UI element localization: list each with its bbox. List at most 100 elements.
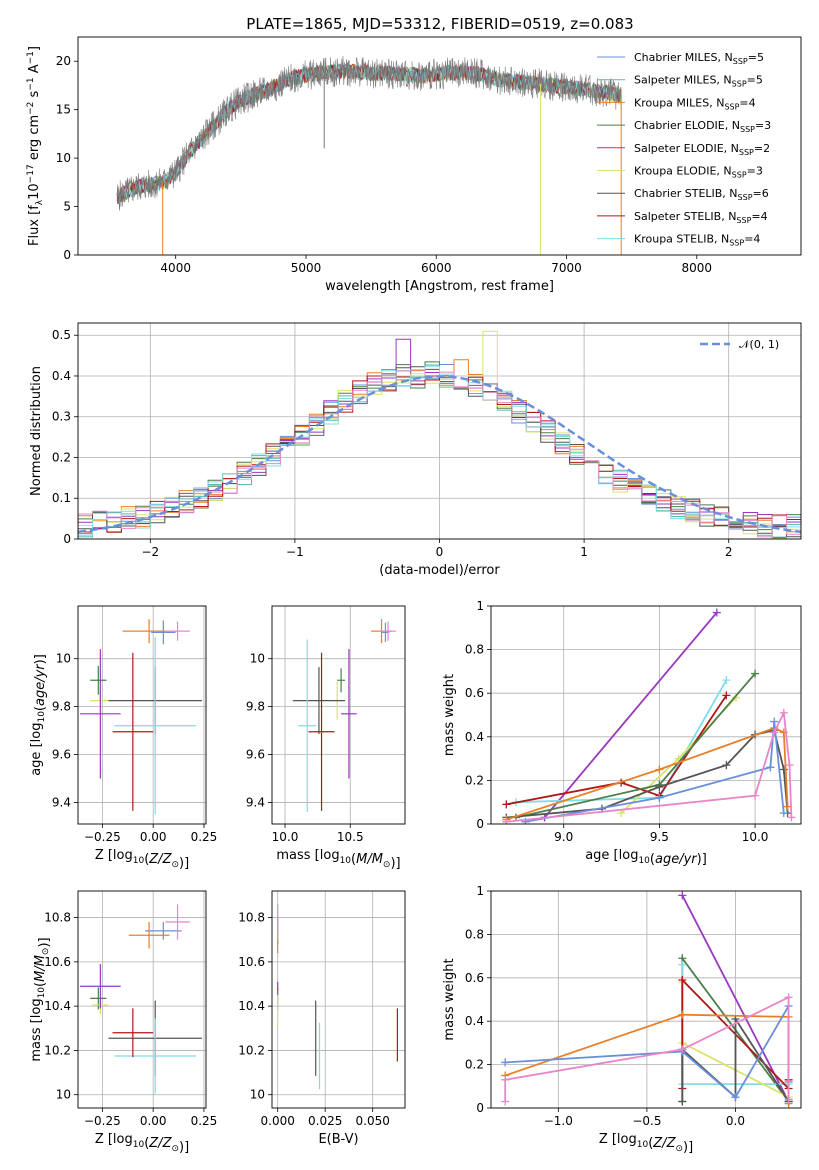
y-tick-label: 0.2 <box>52 450 71 464</box>
label-part: age [log <box>29 723 44 776</box>
legend-entry: 𝒩(0, 1) <box>739 338 779 351</box>
weight-marker <box>501 1097 510 1106</box>
weight-marker <box>678 891 687 900</box>
label-part: ( <box>648 1136 653 1151</box>
label-part: =3 <box>755 119 771 132</box>
y-axis-label: Normed distribution <box>29 366 44 496</box>
weight-marker <box>766 763 775 772</box>
gaussian-curve <box>78 375 801 534</box>
errorbar-point <box>292 667 346 735</box>
x-tick-label: 0.25 <box>191 830 218 844</box>
label-part: ⊙ <box>171 1144 179 1154</box>
label-part: =2 <box>754 142 770 155</box>
weight-marker <box>779 809 788 818</box>
x-tick-label: 9.5 <box>650 830 669 844</box>
legend-entry: Chabrier ELODIE, NSSP=3 <box>634 119 771 134</box>
weight-marker <box>678 1097 687 1106</box>
label-part: ⊙ <box>675 1144 683 1154</box>
label-part: Chabrier MILES, N <box>634 51 733 64</box>
errorbar-point <box>112 652 154 811</box>
label-part: ( <box>33 982 48 987</box>
y-tick-label: 10 <box>56 151 71 165</box>
label-part: SSP <box>736 216 751 225</box>
y-tick-label: 10.8 <box>238 911 265 925</box>
label-part: =3 <box>747 165 763 178</box>
y-tick-label: 10.4 <box>238 999 265 1013</box>
label-part: age/yr <box>655 852 698 867</box>
histogram-9 <box>78 369 801 538</box>
errorbar-point <box>90 665 107 695</box>
errorbar-point <box>128 922 170 949</box>
weight-marker <box>751 669 760 678</box>
y-tick-label: 10.6 <box>238 955 265 969</box>
errorbar-point <box>114 637 196 815</box>
legend-entry: Salpeter STELIB, NSSP=4 <box>634 210 768 225</box>
label-part: )] <box>179 1140 189 1155</box>
label-part: =5 <box>747 74 763 87</box>
panel-spectrum: 4000 5000 6000 7000 8000 0 5 10 15 20 wavelength [… <box>26 36 802 294</box>
y-tick-label: 20 <box>56 54 71 68</box>
axes-frame <box>77 322 802 540</box>
label-part: SSP <box>740 125 755 134</box>
errorbar-point <box>380 621 396 641</box>
x-tick-label: −1.0 <box>544 1114 573 1128</box>
label-part: )] <box>683 1140 693 1155</box>
errorbar-point <box>308 652 335 811</box>
y-tick-label: 10 <box>56 1088 71 1102</box>
weight-marker <box>722 691 731 700</box>
label-part: SSP <box>739 148 754 157</box>
errorbar-point <box>165 904 190 940</box>
weight-marker <box>655 782 664 791</box>
label-part: SSP <box>732 80 747 89</box>
label-part: Salpeter ELODIE, N <box>634 142 739 155</box>
label-part: =4 <box>739 96 755 109</box>
label-part: 10 <box>27 183 42 200</box>
weight-marker <box>751 791 760 800</box>
weight-marker <box>785 761 794 770</box>
label-part: ] <box>27 46 42 51</box>
x-tick-label: −1 <box>286 545 304 559</box>
label-part: Z/Z <box>148 1136 172 1151</box>
x-tick-label: 1 <box>580 545 588 559</box>
label-part: Chabrier ELODIE, N <box>634 119 740 132</box>
label-part: −2 <box>26 102 36 115</box>
y-tick-label: 10.8 <box>44 911 71 925</box>
label-part: Kroupa MILES, N <box>634 96 724 109</box>
x-tick-label: 0.25 <box>191 1114 218 1128</box>
errorbar-point <box>341 649 357 779</box>
y-tick-label: 0 <box>476 1101 484 1115</box>
x-tick-label: 9.0 <box>554 830 573 844</box>
label-part: SSP <box>729 239 744 248</box>
label-part: 10 <box>37 711 47 723</box>
axes-frame <box>77 36 802 256</box>
errorbar-point <box>337 668 346 693</box>
x-tick-label: 10.5 <box>337 830 364 844</box>
label-part: Flux [f <box>27 205 42 246</box>
y-tick-label: 9.6 <box>52 748 71 762</box>
x-tick-label: 2 <box>725 545 733 559</box>
label-part: ( <box>144 852 149 867</box>
y-tick-label: 9.4 <box>52 795 71 809</box>
x-tick-label: 4000 <box>160 261 191 275</box>
label-part: Kroupa STELIB, N <box>634 233 729 246</box>
x-tick-label: 0.0 <box>726 1114 745 1128</box>
label-part: s <box>27 90 42 101</box>
weight-marker <box>678 960 687 969</box>
label-part: 10 <box>637 1140 649 1150</box>
y-tick-label: 0.6 <box>465 686 484 700</box>
y-tick-label: 10.2 <box>44 1043 71 1057</box>
plot-area <box>277 904 398 1090</box>
errorbar-point <box>151 620 176 645</box>
weight-marker <box>784 993 793 1002</box>
weight-marker <box>770 717 779 726</box>
legend-entry: Chabrier MILES, NSSP=5 <box>634 51 764 66</box>
label-part: ( <box>33 706 48 711</box>
x-tick-label: −0.25 <box>84 830 121 844</box>
weight-marker <box>779 708 788 717</box>
weight-marker <box>502 817 511 824</box>
errorbar-point <box>298 639 317 813</box>
label-part: SSP <box>724 102 739 111</box>
